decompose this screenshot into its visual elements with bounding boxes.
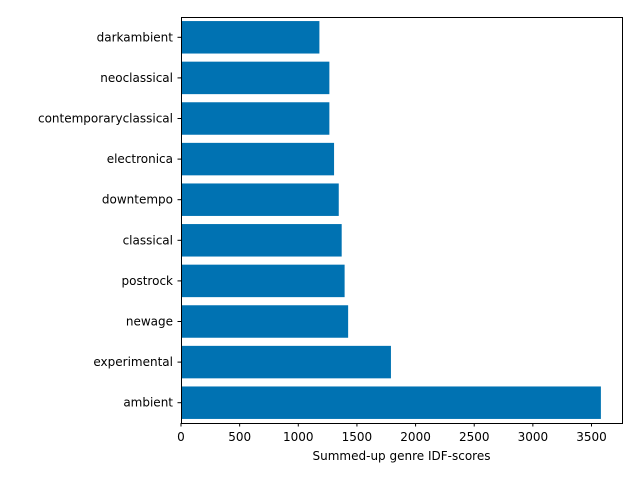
y-tick-label: contemporaryclassical bbox=[38, 112, 173, 126]
y-tick-label: newage bbox=[126, 315, 173, 329]
plot-frame bbox=[181, 17, 623, 424]
y-tick-label: postrock bbox=[122, 274, 174, 288]
y-tick-label: darkambient bbox=[97, 30, 174, 44]
bar-newage bbox=[181, 305, 349, 338]
x-axis-label: Summed-up genre IDF-scores bbox=[313, 449, 491, 463]
x-tick-label: 2500 bbox=[459, 430, 490, 444]
bars-layer bbox=[181, 21, 601, 419]
x-axis: 0 500 1000 1500 2000 2500 3000 3500 bbox=[177, 423, 607, 444]
x-tick-label: 3000 bbox=[518, 430, 549, 444]
bar-ambient bbox=[181, 386, 601, 419]
x-tick-label: 1500 bbox=[342, 430, 373, 444]
y-axis: darkambient neoclassical contemporaryclass… bbox=[38, 30, 181, 410]
x-tick-label: 500 bbox=[228, 430, 251, 444]
y-tick-label: downtempo bbox=[102, 193, 173, 207]
bar-darkambient bbox=[181, 21, 320, 54]
x-tick-label: 0 bbox=[177, 430, 185, 444]
y-tick-label: classical bbox=[123, 233, 173, 247]
y-tick-label: ambient bbox=[123, 396, 173, 410]
bar-experimental bbox=[181, 345, 391, 379]
bar-electronica bbox=[181, 142, 335, 176]
x-tick-label: 3500 bbox=[576, 430, 607, 444]
bar-downtempo bbox=[181, 183, 339, 216]
bar-contemporaryclassical bbox=[181, 102, 330, 135]
bar-neoclassical bbox=[181, 61, 330, 95]
y-tick-label: electronica bbox=[107, 152, 173, 166]
y-tick-label: neoclassical bbox=[100, 71, 173, 85]
bar-classical bbox=[181, 224, 342, 257]
bar-postrock bbox=[181, 264, 345, 298]
x-tick-label: 1000 bbox=[283, 430, 314, 444]
x-tick-label: 2000 bbox=[400, 430, 431, 444]
y-tick-label: experimental bbox=[93, 355, 173, 369]
